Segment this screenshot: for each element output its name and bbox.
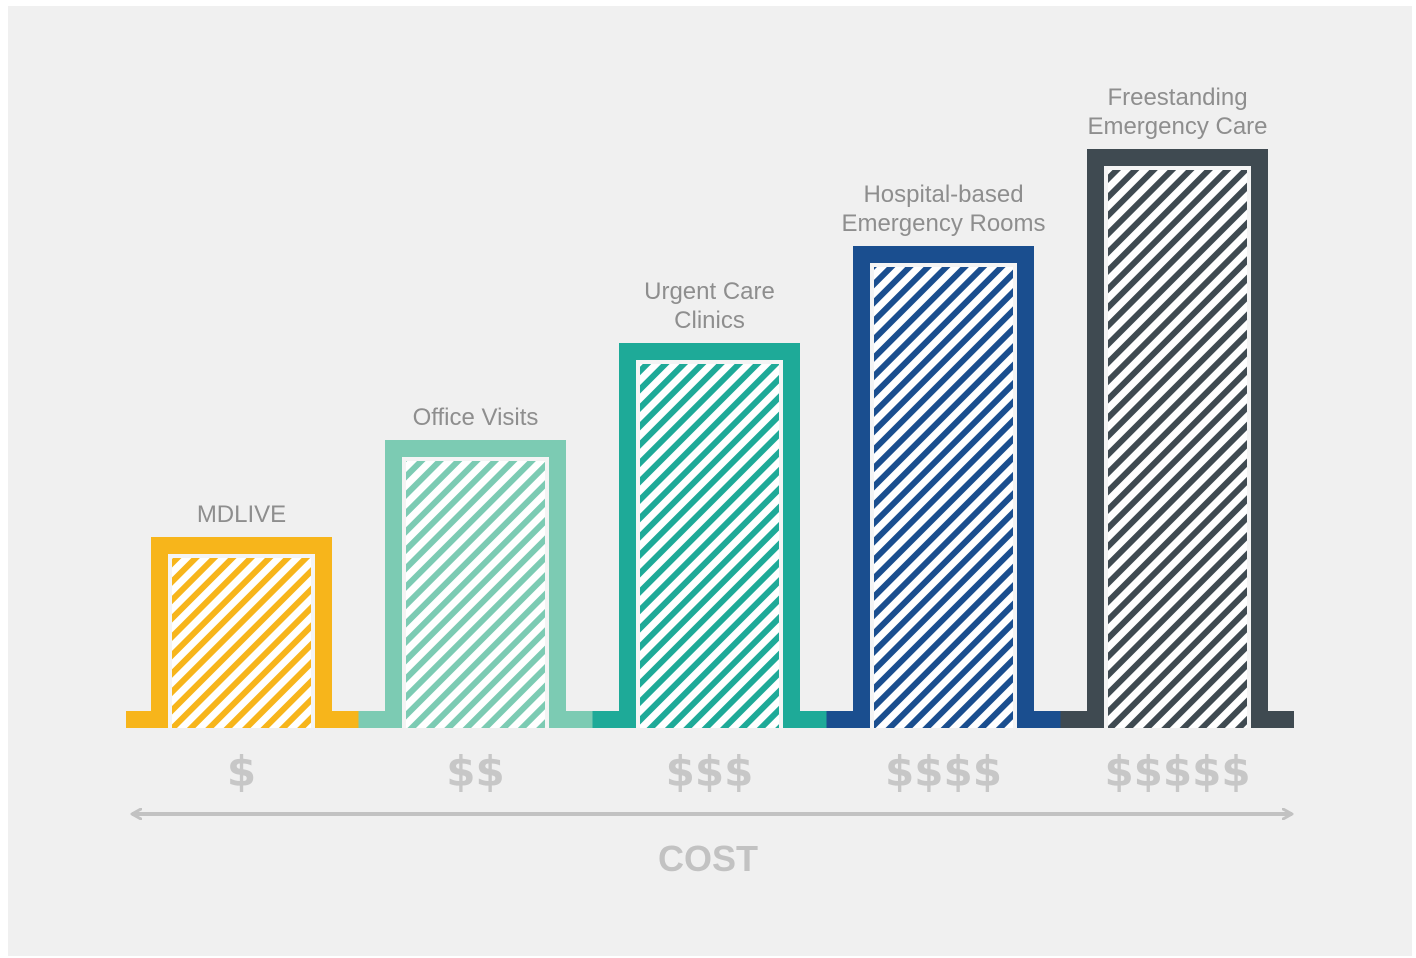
tick-label: $$ xyxy=(446,747,504,796)
bar-label: MDLIVE xyxy=(197,501,286,528)
bar-hatch xyxy=(640,364,779,728)
tick-label: $ xyxy=(227,747,256,796)
bar-hatch xyxy=(874,267,1013,728)
tick-label: $$$ xyxy=(666,747,754,796)
bars-layer xyxy=(151,149,1268,728)
tick-labels-layer: $ $$ $$$ $$$$ $$$$$ xyxy=(227,747,1251,796)
tick-label: $$$$$ xyxy=(1104,747,1250,796)
bar-label: Freestanding Emergency Care xyxy=(1087,84,1267,140)
bar-label: Office Visits xyxy=(413,404,539,431)
bar-label: Hospital-based Emergency Rooms xyxy=(841,181,1045,237)
chart-canvas: MDLIVE Office Visits Urgent Care Clinics Hos… xyxy=(8,6,1412,956)
bar-hatch xyxy=(1108,170,1247,728)
tick-label: $$$$ xyxy=(885,747,1002,796)
bar-hatch xyxy=(172,558,311,728)
bar-labels-layer: MDLIVE Office Visits Urgent Care Clinics Hos… xyxy=(197,84,1268,528)
bar-hatch xyxy=(406,461,545,728)
bar-label: Urgent Care Clinics xyxy=(644,278,775,334)
x-axis-title: COST xyxy=(658,838,758,879)
chart-svg: MDLIVE Office Visits Urgent Care Clinics Hos… xyxy=(126,84,1294,879)
